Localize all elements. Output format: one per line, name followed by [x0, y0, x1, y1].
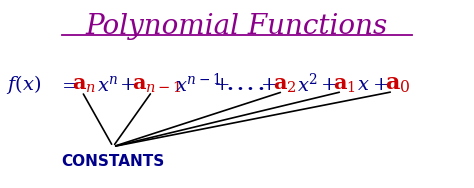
Text: $+$: $+$ — [372, 75, 388, 94]
Text: $\mathbf{....}$: $\mathbf{....}$ — [226, 75, 264, 94]
Text: $x$: $x$ — [357, 75, 370, 94]
Text: $\mathbf{a}_0$: $\mathbf{a}_0$ — [385, 75, 410, 95]
Text: $\mathbf{a}_1$: $\mathbf{a}_1$ — [333, 75, 356, 95]
Text: $\mathbf{a}_{n-1}$: $\mathbf{a}_{n-1}$ — [132, 75, 182, 95]
Text: $=$: $=$ — [58, 75, 78, 94]
Text: $+$: $+$ — [260, 75, 276, 94]
Text: $+$: $+$ — [119, 75, 136, 94]
Text: $f(x)$: $f(x)$ — [6, 73, 41, 96]
Text: CONSTANTS: CONSTANTS — [61, 154, 164, 169]
Text: $+$: $+$ — [213, 75, 229, 94]
Text: $+$: $+$ — [320, 75, 337, 94]
Text: $\mathbf{a}_2$: $\mathbf{a}_2$ — [273, 75, 297, 95]
Text: $\mathbf{a}_n$: $\mathbf{a}_n$ — [72, 75, 96, 95]
Text: $x^n$: $x^n$ — [97, 75, 118, 95]
Text: $x^{n-1}$: $x^{n-1}$ — [175, 73, 221, 96]
Text: Polynomial Functions: Polynomial Functions — [86, 13, 388, 40]
Text: $x^2$: $x^2$ — [297, 73, 318, 96]
